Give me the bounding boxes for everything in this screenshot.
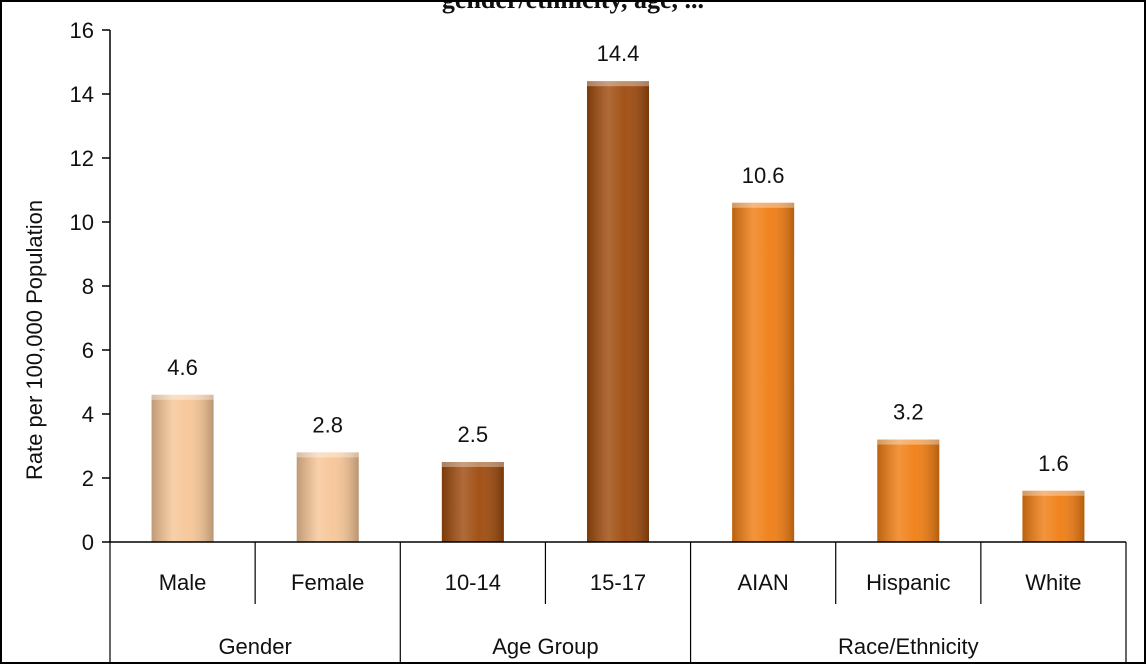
data-label: 3.2 — [893, 400, 924, 425]
bar-top-highlight — [151, 394, 214, 400]
x-axis: Male Female 10-14 15-17 AIAN Hispanic White Gen… — [109, 541, 1127, 664]
bar-top-highlight — [732, 202, 795, 208]
y-tick-label: 10 — [70, 210, 94, 235]
data-label: 2.5 — [458, 422, 489, 447]
y-tick-label: 2 — [82, 466, 94, 491]
y-axis: 0 2 4 6 8 10 12 14 16 — [70, 18, 111, 555]
bar-shading — [877, 439, 940, 542]
x-tick-label: AIAN — [737, 570, 788, 595]
bar-top-highlight — [296, 452, 359, 458]
bar-top-highlight — [587, 81, 649, 87]
bar-shading — [151, 394, 214, 542]
group-label: Age Group — [492, 634, 598, 659]
bar-shading — [296, 452, 359, 542]
y-tick-label: 0 — [82, 530, 94, 555]
y-axis-label: Rate per 100,000 Population — [22, 200, 47, 480]
data-label: 1.6 — [1038, 451, 1069, 476]
data-label: 14.4 — [597, 41, 640, 66]
y-tick-label: 6 — [82, 338, 94, 363]
bar-shading — [441, 462, 504, 542]
group-label: Gender — [218, 634, 291, 659]
x-tick-label: Hispanic — [866, 570, 950, 595]
bar-shading — [1022, 490, 1085, 542]
y-tick-label: 12 — [70, 146, 94, 171]
data-label: 2.8 — [312, 412, 343, 437]
bar-shading — [587, 81, 649, 542]
bar-top-highlight — [1022, 490, 1085, 496]
x-tick-label: Male — [159, 570, 207, 595]
bars: 4.6 2.8 2.5 14.4 10.6 3.2 1.6 — [151, 41, 1085, 543]
x-tick-label: 15-17 — [590, 570, 646, 595]
group-label: Race/Ethnicity — [838, 634, 979, 659]
bar-shading — [732, 202, 795, 543]
y-tick-label: 16 — [70, 18, 94, 43]
x-tick-label: White — [1025, 570, 1081, 595]
data-label: 10.6 — [742, 163, 785, 188]
y-tick-label: 14 — [70, 82, 94, 107]
chart-title-fragment: gender/ethnicity, age, ... — [442, 0, 704, 14]
x-tick-label: 10-14 — [445, 570, 501, 595]
bar-top-highlight — [877, 439, 940, 445]
bar-top-highlight — [441, 462, 504, 467]
y-tick-label: 4 — [82, 402, 94, 427]
y-tick-label: 8 — [82, 274, 94, 299]
x-tick-label: Female — [291, 570, 364, 595]
data-label: 4.6 — [167, 355, 198, 380]
